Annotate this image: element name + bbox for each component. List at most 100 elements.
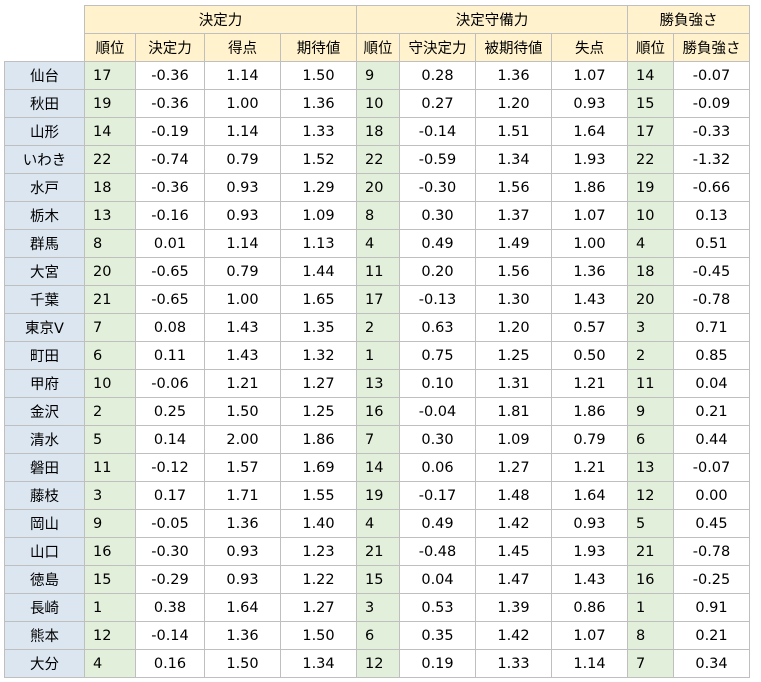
goals-value: 1.21 xyxy=(204,369,281,398)
rank-shobu: 12 xyxy=(627,481,674,510)
xga-value: 1.81 xyxy=(475,397,552,426)
rank-shobu: 1 xyxy=(627,593,674,622)
table-row: 群馬 8 0.01 1.14 1.13 4 0.49 1.49 1.00 4 0.51 xyxy=(4,229,750,258)
table-row: 金沢 2 0.25 1.50 1.25 16 -0.04 1.81 1.86 9 0.21 xyxy=(4,397,750,426)
xg-value: 1.29 xyxy=(280,173,357,202)
xg-value: 1.65 xyxy=(280,285,357,314)
team-name: 金沢 xyxy=(4,397,85,426)
kettei-value: 0.17 xyxy=(135,481,205,510)
shobu-value: 0.21 xyxy=(673,621,750,650)
xga-value: 1.33 xyxy=(475,649,552,678)
rank-kettei: 13 xyxy=(84,201,136,230)
shobu-value: -0.66 xyxy=(673,173,750,202)
conceded-value: 1.64 xyxy=(551,481,628,510)
team-name: 水戸 xyxy=(4,173,85,202)
shobu-value: 0.21 xyxy=(673,397,750,426)
conceded-value: 0.93 xyxy=(551,509,628,538)
def-kettei-value: -0.04 xyxy=(399,397,476,426)
goals-value: 1.64 xyxy=(204,593,281,622)
table-row: 熊本 12 -0.14 1.36 1.50 6 0.35 1.42 1.07 8 0.21 xyxy=(4,621,750,650)
rank-kettei: 15 xyxy=(84,565,136,594)
col-header-def-kettei: 守決定力 xyxy=(399,33,476,62)
rank-shubi: 16 xyxy=(356,397,400,426)
xg-value: 1.52 xyxy=(280,145,357,174)
def-kettei-value: -0.13 xyxy=(399,285,476,314)
xg-value: 1.23 xyxy=(280,537,357,566)
goals-value: 0.93 xyxy=(204,565,281,594)
xga-value: 1.56 xyxy=(475,257,552,286)
goals-value: 0.93 xyxy=(204,537,281,566)
kettei-value: -0.74 xyxy=(135,145,205,174)
team-name: 大宮 xyxy=(4,257,85,286)
table-row: 大分 4 0.16 1.50 1.34 12 0.19 1.33 1.14 7 0.34 xyxy=(4,649,750,678)
col-header-rank-3: 順位 xyxy=(627,33,674,62)
conceded-value: 1.00 xyxy=(551,229,628,258)
shobu-value: 0.85 xyxy=(673,341,750,370)
rank-shobu: 4 xyxy=(627,229,674,258)
def-kettei-value: 0.28 xyxy=(399,61,476,90)
conceded-value: 1.21 xyxy=(551,453,628,482)
table-body: 仙台 17 -0.36 1.14 1.50 9 0.28 1.36 1.07 14 -0.07 秋田 1… xyxy=(4,61,750,678)
goals-value: 1.43 xyxy=(204,341,281,370)
shobu-value: -0.09 xyxy=(673,89,750,118)
col-header-conceded: 失点 xyxy=(551,33,628,62)
rank-shubi: 4 xyxy=(356,229,400,258)
conceded-value: 1.93 xyxy=(551,537,628,566)
goals-value: 0.79 xyxy=(204,145,281,174)
corner-blank xyxy=(4,5,85,34)
xga-value: 1.56 xyxy=(475,173,552,202)
table-row: 山形 14 -0.19 1.14 1.33 18 -0.14 1.51 1.64 17 -0.33 xyxy=(4,117,750,146)
goals-value: 1.00 xyxy=(204,89,281,118)
goals-value: 2.00 xyxy=(204,425,281,454)
rank-kettei: 10 xyxy=(84,369,136,398)
rank-shobu: 2 xyxy=(627,341,674,370)
xg-value: 1.22 xyxy=(280,565,357,594)
xga-value: 1.31 xyxy=(475,369,552,398)
xg-value: 1.86 xyxy=(280,425,357,454)
conceded-value: 1.36 xyxy=(551,257,628,286)
def-kettei-value: 0.49 xyxy=(399,229,476,258)
group-header-kettei: 決定力 xyxy=(84,5,357,34)
conceded-value: 1.14 xyxy=(551,649,628,678)
shobu-value: -0.07 xyxy=(673,453,750,482)
group-header-shubi: 決定守備力 xyxy=(356,5,628,34)
rank-shubi: 3 xyxy=(356,593,400,622)
rank-shobu: 20 xyxy=(627,285,674,314)
xga-value: 1.37 xyxy=(475,201,552,230)
kettei-value: 0.08 xyxy=(135,313,205,342)
table-row: 長崎 1 0.38 1.64 1.27 3 0.53 1.39 0.86 1 0.91 xyxy=(4,593,750,622)
table-row: 甲府 10 -0.06 1.21 1.27 13 0.10 1.31 1.21 11 0.04 xyxy=(4,369,750,398)
xga-value: 1.51 xyxy=(475,117,552,146)
kettei-value: -0.16 xyxy=(135,201,205,230)
team-name: 長崎 xyxy=(4,593,85,622)
rank-kettei: 1 xyxy=(84,593,136,622)
def-kettei-value: -0.14 xyxy=(399,117,476,146)
kettei-value: -0.14 xyxy=(135,621,205,650)
team-name: 山形 xyxy=(4,117,85,146)
rank-shubi: 20 xyxy=(356,173,400,202)
rank-shubi: 9 xyxy=(356,61,400,90)
goals-value: 1.14 xyxy=(204,61,281,90)
shobu-value: 0.04 xyxy=(673,369,750,398)
kettei-value: -0.65 xyxy=(135,257,205,286)
xg-value: 1.33 xyxy=(280,117,357,146)
goals-value: 1.14 xyxy=(204,117,281,146)
rank-shubi: 14 xyxy=(356,453,400,482)
xga-value: 1.25 xyxy=(475,341,552,370)
rank-kettei: 11 xyxy=(84,453,136,482)
conceded-value: 0.86 xyxy=(551,593,628,622)
def-kettei-value: 0.20 xyxy=(399,257,476,286)
def-kettei-value: 0.53 xyxy=(399,593,476,622)
rank-shobu: 21 xyxy=(627,537,674,566)
shobu-value: -0.78 xyxy=(673,285,750,314)
shobu-value: 0.51 xyxy=(673,229,750,258)
goals-value: 0.93 xyxy=(204,173,281,202)
conceded-value: 1.07 xyxy=(551,61,628,90)
def-kettei-value: 0.30 xyxy=(399,425,476,454)
def-kettei-value: 0.63 xyxy=(399,313,476,342)
stats-table: 決定力 決定守備力 勝負強さ 順位 決定力 得点 期待値 順位 守決定力 被期待… xyxy=(4,5,750,678)
kettei-value: 0.38 xyxy=(135,593,205,622)
table-row: 千葉 21 -0.65 1.00 1.65 17 -0.13 1.30 1.43 20 -0.78 xyxy=(4,285,750,314)
table-row: 岡山 9 -0.05 1.36 1.40 4 0.49 1.42 0.93 5 0.45 xyxy=(4,509,750,538)
xg-value: 1.55 xyxy=(280,481,357,510)
